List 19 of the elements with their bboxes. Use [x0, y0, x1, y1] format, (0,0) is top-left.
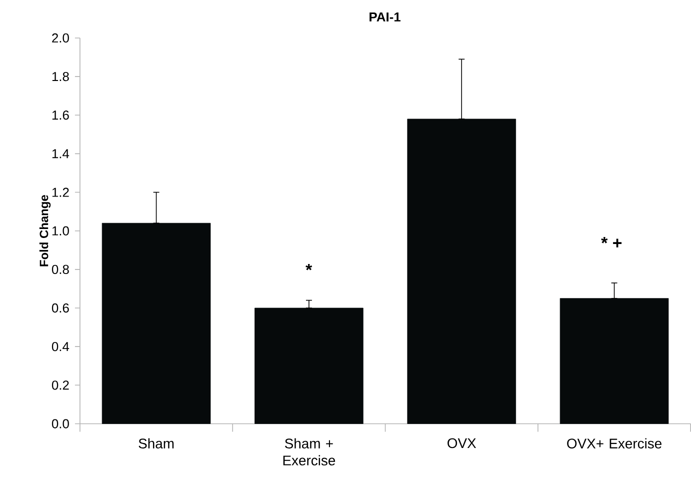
x-tick-label: Sham — [138, 438, 174, 449]
y-tick-label: 0.4 — [52, 342, 70, 352]
chart-title: PAI-1 — [370, 12, 400, 22]
annotation: * + — [601, 237, 622, 248]
y-tick-label: 2.0 — [52, 34, 69, 43]
y-tick-label: 1.8 — [52, 72, 69, 82]
y-axis-title: Fold Change — [39, 195, 51, 266]
y-tick-label: 1.2 — [52, 188, 69, 197]
y-tick-label: 0.6 — [52, 304, 69, 313]
y-tick-label: 1.4 — [52, 149, 70, 158]
x-tick-label: OVX+ Exercise — [567, 438, 662, 449]
y-tick-label: 0.8 — [52, 264, 69, 274]
x-tick-label: Sham + Exercise — [283, 438, 336, 466]
y-tick-label: 0.0 — [52, 419, 69, 428]
y-tick-label: 1.0 — [52, 226, 69, 236]
y-tick-label: 1.6 — [52, 110, 69, 120]
y-tick-label: 0.2 — [52, 380, 69, 390]
x-tick-label: OVX — [448, 438, 476, 448]
annotation: * — [306, 264, 312, 270]
